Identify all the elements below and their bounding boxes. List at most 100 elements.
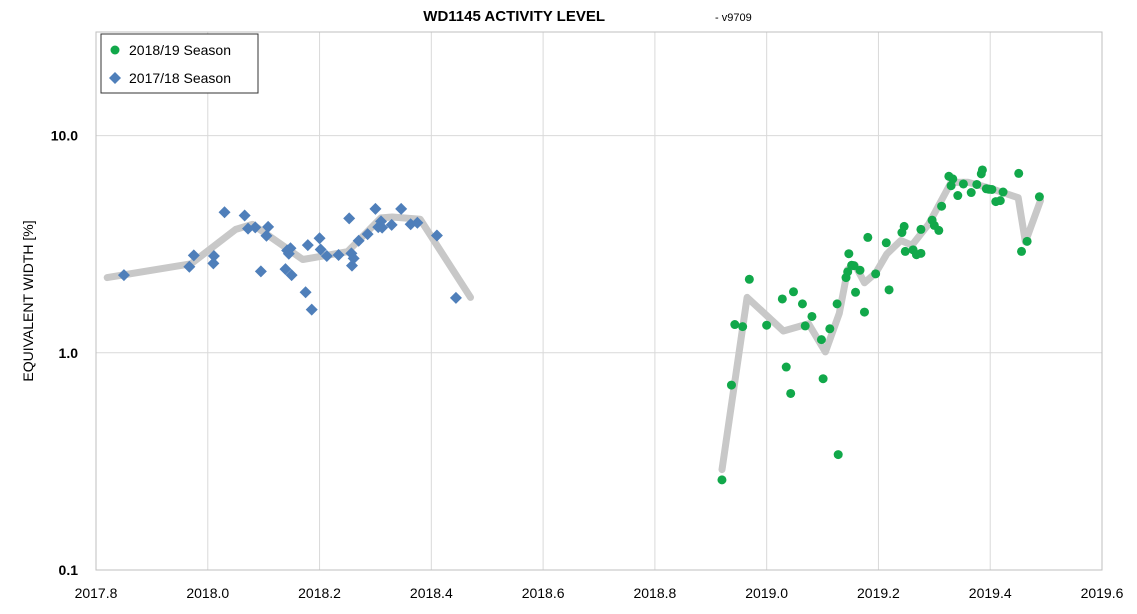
data-point: [825, 324, 835, 334]
data-point: [987, 184, 997, 194]
data-point: [744, 274, 754, 284]
x-tick-label: 2018.8: [633, 585, 676, 601]
data-point: [285, 269, 298, 282]
data-point: [871, 269, 881, 279]
data-point: [995, 196, 1005, 206]
x-tick-label: 2017.8: [75, 585, 118, 601]
y-axis-label: EQUIVALENT WIDTH [%]: [20, 220, 36, 381]
data-point: [730, 320, 740, 330]
data-point: [284, 242, 297, 255]
data-point: [117, 269, 130, 282]
x-axis-ticks: 2017.8 2018.0 2018.2 2018.4 2018.6 2018.8 2019…: [75, 585, 1124, 601]
data-point: [948, 174, 958, 184]
data-point: [249, 221, 262, 234]
x-tick-label: 2019.4: [969, 585, 1012, 601]
data-point: [332, 249, 345, 262]
data-point: [899, 221, 909, 231]
data-point: [352, 234, 365, 247]
data-point: [738, 322, 748, 332]
chart-subtitle-text: - v9709: [715, 12, 752, 24]
data-point: [347, 252, 360, 265]
data-point: [786, 388, 796, 398]
data-point: [863, 232, 873, 242]
data-point: [762, 320, 772, 330]
legend-marker: [110, 45, 120, 55]
data-point: [726, 380, 736, 390]
data-point: [430, 229, 443, 242]
legend-label: 2018/19 Season: [129, 42, 231, 58]
data-point: [385, 218, 398, 231]
legend-box: [100, 33, 259, 94]
series-1: [117, 202, 462, 316]
data-point: [851, 287, 861, 297]
data-point: [958, 179, 968, 189]
data-point: [238, 209, 251, 222]
data-point: [849, 261, 859, 271]
data-point: [314, 243, 327, 256]
data-point: [916, 224, 926, 234]
data-point: [254, 265, 267, 278]
data-point: [299, 286, 312, 299]
data-point: [207, 257, 220, 270]
data-point: [818, 374, 828, 384]
data-point: [305, 303, 318, 316]
data-point: [361, 228, 374, 241]
y-tick-label: 0.1: [59, 562, 79, 578]
data-point: [807, 311, 817, 321]
data-point: [844, 249, 854, 259]
data-point: [998, 187, 1008, 197]
data-point: [781, 362, 791, 372]
data-point: [345, 247, 358, 260]
x-tick-label: 2018.6: [522, 585, 565, 601]
legend: 2018/19 Season 2017/18 Season: [100, 33, 259, 94]
data-point: [946, 181, 956, 191]
data-points: [117, 165, 1044, 485]
data-point: [843, 267, 853, 277]
data-point: [1014, 168, 1024, 178]
data-point: [187, 249, 200, 262]
chart-title-text: WD1145 ACTIVITY LEVEL: [423, 8, 605, 25]
data-point: [881, 238, 891, 248]
data-point: [972, 179, 982, 189]
x-tick-label: 2018.2: [298, 585, 341, 601]
data-point: [832, 299, 842, 309]
data-point: [797, 299, 807, 309]
data-point: [1017, 246, 1027, 256]
data-point: [953, 191, 963, 201]
x-tick-label: 2019.0: [745, 585, 788, 601]
x-tick-label: 2018.4: [410, 585, 453, 601]
data-point: [977, 165, 987, 175]
data-point: [833, 450, 843, 460]
y-axis-ticks: 0.1 1.0 10.0: [51, 128, 78, 578]
data-point: [916, 248, 926, 258]
data-point: [320, 250, 333, 263]
data-point: [313, 232, 326, 245]
x-tick-label: 2019.2: [857, 585, 900, 601]
y-tick-label: 1.0: [59, 345, 79, 361]
data-point: [183, 260, 196, 273]
data-point: [207, 250, 220, 263]
data-point: [859, 307, 869, 317]
data-point: [218, 206, 231, 219]
data-point: [884, 285, 894, 295]
legend-label: 2017/18 Season: [129, 70, 231, 86]
grid-lines: [95, 32, 1103, 571]
data-point: [343, 212, 356, 225]
data-point: [262, 220, 275, 233]
data-point: [1034, 192, 1044, 202]
data-point: [900, 246, 910, 256]
x-tick-label: 2019.6: [1081, 585, 1124, 601]
data-point: [369, 202, 382, 215]
data-point: [937, 201, 947, 211]
data-point: [449, 291, 462, 304]
x-tick-label: 2018.0: [186, 585, 229, 601]
data-point: [301, 239, 314, 252]
data-point: [816, 335, 826, 345]
data-point: [966, 188, 976, 198]
data-point: [260, 229, 273, 242]
data-point: [717, 475, 727, 485]
data-point: [411, 216, 424, 229]
data-point: [376, 221, 389, 234]
series-0: [717, 165, 1044, 485]
